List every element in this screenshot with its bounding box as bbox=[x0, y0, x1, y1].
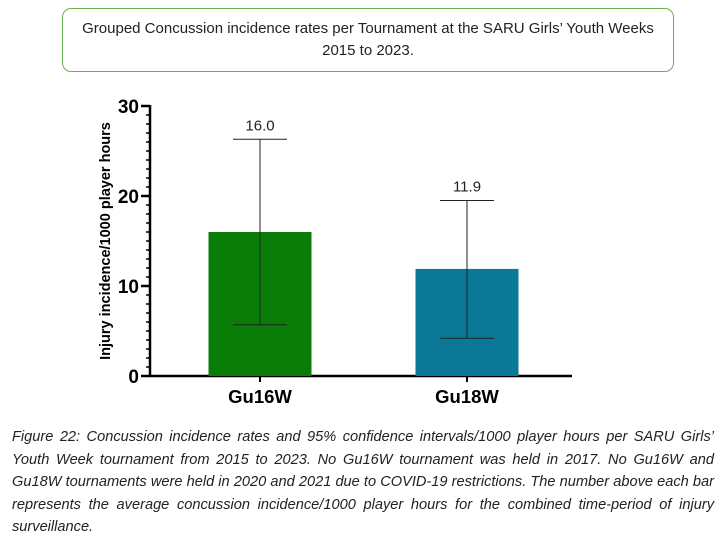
chart-title-line-1: Grouped Concussion incidence rates per T… bbox=[82, 20, 654, 37]
error-bars bbox=[233, 138, 494, 339]
data-label-gu18w: 11.9 bbox=[453, 179, 481, 196]
x-tick-label-gu18w: Gu18W bbox=[435, 386, 499, 407]
bar-chart: 0 10 20 30 Injury incidence/1000 player hou… bbox=[98, 97, 572, 407]
labels: Injury incidence/1000 player hours 16.0 Gu… bbox=[98, 117, 499, 407]
y-tick-label: 10 bbox=[118, 277, 139, 298]
y-axis-label: Injury incidence/1000 player hours bbox=[98, 122, 114, 360]
chart-title-line-2: 2015 to 2023. bbox=[322, 42, 414, 59]
data-label-gu16w: 16.0 bbox=[245, 117, 274, 134]
figure-caption: Figure 22: Concussion incidence rates an… bbox=[12, 429, 714, 535]
chart-title-box: Grouped Concussion incidence rates per T… bbox=[62, 8, 674, 72]
y-tick-label: 20 bbox=[118, 187, 139, 208]
x-tick-label-gu16w: Gu16W bbox=[228, 386, 292, 407]
bars bbox=[208, 232, 519, 376]
y-tick-label: 30 bbox=[118, 97, 139, 118]
y-tick-label: 0 bbox=[128, 367, 139, 388]
